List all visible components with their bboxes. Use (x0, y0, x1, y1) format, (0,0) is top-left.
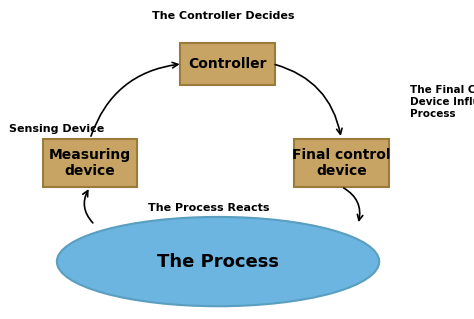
Text: The Final Control
Device Influences the
Process: The Final Control Device Influences the … (410, 85, 474, 119)
FancyBboxPatch shape (43, 139, 137, 187)
Text: Measuring
device: Measuring device (49, 148, 131, 178)
Text: The Controller Decides: The Controller Decides (152, 11, 294, 21)
Text: The Process Reacts: The Process Reacts (148, 203, 269, 212)
FancyBboxPatch shape (180, 43, 275, 85)
Text: Controller: Controller (188, 57, 267, 71)
Text: Final control
device: Final control device (292, 148, 391, 178)
Text: Sensing Device: Sensing Device (9, 124, 105, 134)
Ellipse shape (57, 217, 379, 306)
Text: The Process: The Process (157, 253, 279, 271)
FancyBboxPatch shape (294, 139, 389, 187)
